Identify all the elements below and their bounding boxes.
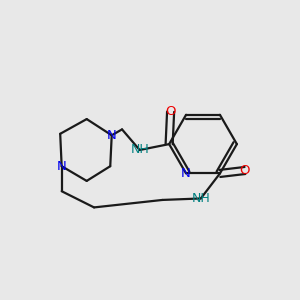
Text: N: N — [57, 160, 67, 173]
Text: O: O — [240, 164, 250, 177]
Text: NH: NH — [191, 192, 210, 205]
Text: O: O — [165, 105, 176, 118]
Text: N: N — [181, 167, 191, 180]
Text: N: N — [107, 129, 117, 142]
Text: NH: NH — [130, 143, 149, 157]
